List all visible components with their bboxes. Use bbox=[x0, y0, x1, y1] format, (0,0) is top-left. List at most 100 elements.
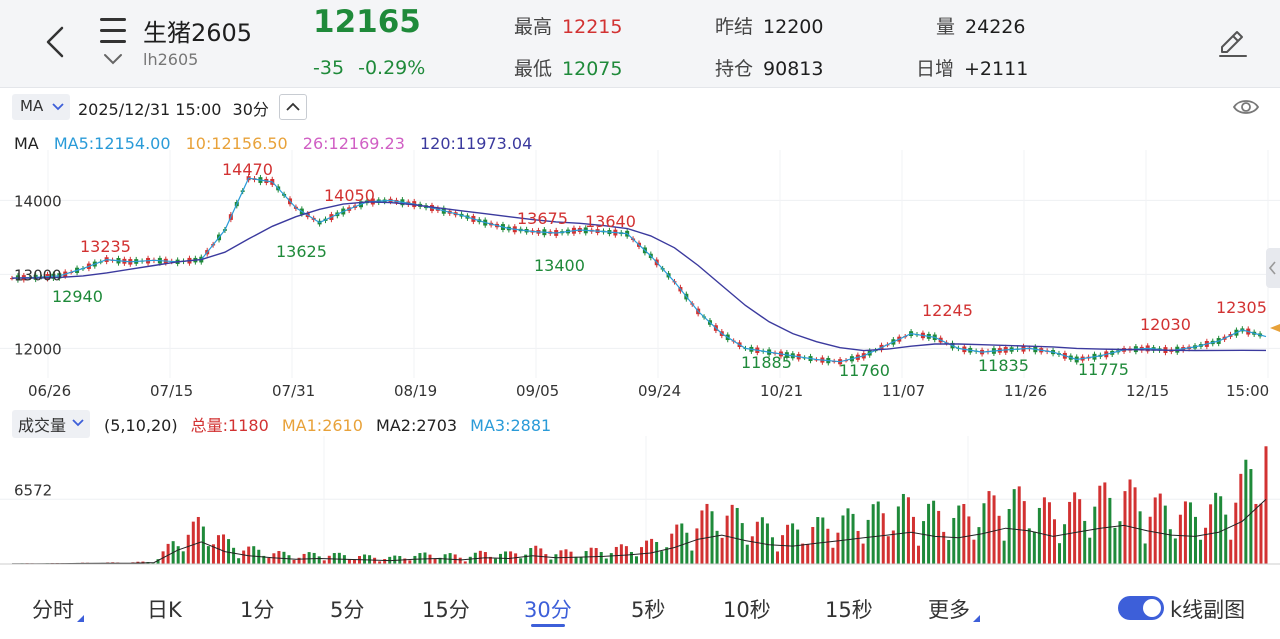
x-tick-label: 12/15 bbox=[1126, 382, 1169, 400]
volume-bar bbox=[952, 517, 956, 564]
x-tick-label: 08/19 bbox=[394, 382, 437, 400]
volume-bar bbox=[720, 537, 724, 564]
change-value: -35 bbox=[313, 57, 345, 79]
chevron-left-icon bbox=[1268, 261, 1276, 275]
volume-bar bbox=[1163, 505, 1167, 564]
chevron-down-icon[interactable] bbox=[103, 52, 123, 66]
volume-bar bbox=[1234, 502, 1238, 564]
volume-ma1: MA1:2610 bbox=[281, 416, 363, 435]
volume-bar bbox=[1007, 508, 1011, 564]
volume-bar bbox=[932, 500, 936, 564]
collapse-button[interactable] bbox=[279, 94, 307, 120]
volume-bar bbox=[992, 495, 996, 564]
tab-10sec[interactable]: 10秒 bbox=[723, 594, 771, 624]
menu-icon[interactable] bbox=[100, 18, 128, 44]
volume-ma3: MA3:2881 bbox=[470, 416, 552, 435]
volume-chart[interactable]: 6572 bbox=[0, 436, 1280, 568]
tab-daily[interactable]: 日K bbox=[147, 594, 182, 624]
volume-bar bbox=[514, 553, 518, 564]
tab-1min[interactable]: 1分 bbox=[240, 594, 274, 624]
contract-code: lh2605 bbox=[143, 50, 199, 69]
corner-triangle-icon bbox=[77, 615, 84, 622]
volume-bar bbox=[287, 555, 291, 564]
stat-daily-inc-value: +2111 bbox=[964, 58, 1029, 80]
volume-bar bbox=[186, 534, 190, 564]
contract-title[interactable]: 生猪2605 bbox=[143, 19, 253, 47]
volume-bar bbox=[1027, 528, 1031, 564]
volume-bar bbox=[740, 523, 744, 564]
volume-bar bbox=[765, 523, 769, 564]
x-tick-label: 09/24 bbox=[638, 382, 681, 400]
y-tick-label: 12000 bbox=[14, 340, 62, 358]
volume-bar bbox=[1224, 514, 1228, 564]
volume-bar bbox=[1042, 497, 1046, 564]
volume-bar bbox=[1047, 502, 1051, 564]
volume-bar bbox=[760, 517, 764, 564]
x-tick-label: 07/31 bbox=[272, 382, 315, 400]
volume-bar bbox=[1239, 473, 1243, 564]
current-price-marker bbox=[1270, 324, 1280, 332]
volume-bar bbox=[665, 547, 669, 564]
kline-chart[interactable]: 14000 13000 12000 06/26 07/15 07/31 08/19 09/05… bbox=[0, 150, 1280, 412]
volume-bar bbox=[222, 534, 226, 564]
subchart-toggle-label: k线副图 bbox=[1170, 598, 1246, 622]
quote-header: 生猪2605 lh2605 12165 -35 -0.29% 最高 12215 最… bbox=[0, 0, 1280, 88]
volume-bar bbox=[232, 547, 236, 564]
tab-30min[interactable]: 30分 bbox=[524, 594, 572, 624]
volume-bar bbox=[1199, 539, 1203, 564]
tab-15sec[interactable]: 15秒 bbox=[825, 594, 873, 624]
cursor-time: 2025/12/31 15:00 bbox=[78, 100, 222, 119]
volume-bar bbox=[211, 544, 215, 564]
indicator-select[interactable]: MA bbox=[12, 94, 70, 120]
volume-bar bbox=[478, 550, 482, 564]
volume-bar bbox=[378, 561, 382, 564]
volume-bar bbox=[337, 552, 341, 564]
volume-bar bbox=[317, 556, 321, 564]
volume-bar bbox=[579, 556, 583, 564]
volume-bar bbox=[252, 546, 256, 564]
volume-bar bbox=[1229, 539, 1233, 564]
price-annotation: 12305 bbox=[1216, 298, 1267, 317]
volume-bar bbox=[1204, 527, 1208, 564]
tab-5sec[interactable]: 5秒 bbox=[631, 594, 665, 624]
volume-indicator-select[interactable]: 成交量 bbox=[12, 410, 91, 438]
tab-timeshare[interactable]: 分时 bbox=[32, 594, 84, 624]
tab-15min[interactable]: 15分 bbox=[422, 594, 470, 624]
tab-label: 更多 bbox=[928, 598, 970, 622]
volume-bar bbox=[282, 551, 286, 564]
volume-bar bbox=[1183, 501, 1187, 564]
volume-bar bbox=[786, 524, 790, 564]
volume-bar bbox=[811, 527, 815, 564]
volume-y-tick-label: 6572 bbox=[14, 481, 52, 499]
volume-bar bbox=[499, 553, 503, 564]
volume-bar bbox=[675, 524, 679, 564]
volume-bar bbox=[408, 560, 412, 564]
back-arrow-icon[interactable] bbox=[40, 24, 70, 60]
volume-bar bbox=[418, 553, 422, 564]
volume-bar bbox=[201, 526, 205, 564]
eye-icon[interactable] bbox=[1232, 96, 1260, 118]
tab-more[interactable]: 更多 bbox=[928, 594, 980, 624]
side-drawer-handle[interactable] bbox=[1266, 248, 1280, 288]
ma5-value: MA5:12154.00 bbox=[53, 134, 171, 153]
volume-bar bbox=[997, 515, 1001, 564]
price-annotation: 11775 bbox=[1078, 360, 1129, 379]
ma-line-ma5 bbox=[11, 177, 1267, 363]
chevron-down-icon bbox=[72, 419, 84, 427]
volume-bar bbox=[524, 554, 528, 564]
volume-bar bbox=[433, 558, 437, 564]
subchart-toggle[interactable] bbox=[1118, 596, 1164, 620]
change-pct: -0.29% bbox=[358, 57, 426, 79]
volume-bar bbox=[866, 519, 870, 564]
volume-bar bbox=[670, 533, 674, 564]
volume-bar bbox=[725, 515, 729, 564]
volume-bar bbox=[1058, 543, 1062, 564]
volume-bar bbox=[629, 551, 633, 564]
edit-pencil-icon[interactable] bbox=[1216, 26, 1250, 60]
volume-bar bbox=[1158, 493, 1162, 564]
stat-volume-label: 量 bbox=[936, 16, 956, 38]
tab-5min[interactable]: 5分 bbox=[330, 594, 364, 624]
volume-bar bbox=[383, 559, 387, 564]
tab-label: 5分 bbox=[330, 598, 365, 622]
volume-bar bbox=[1219, 496, 1223, 564]
